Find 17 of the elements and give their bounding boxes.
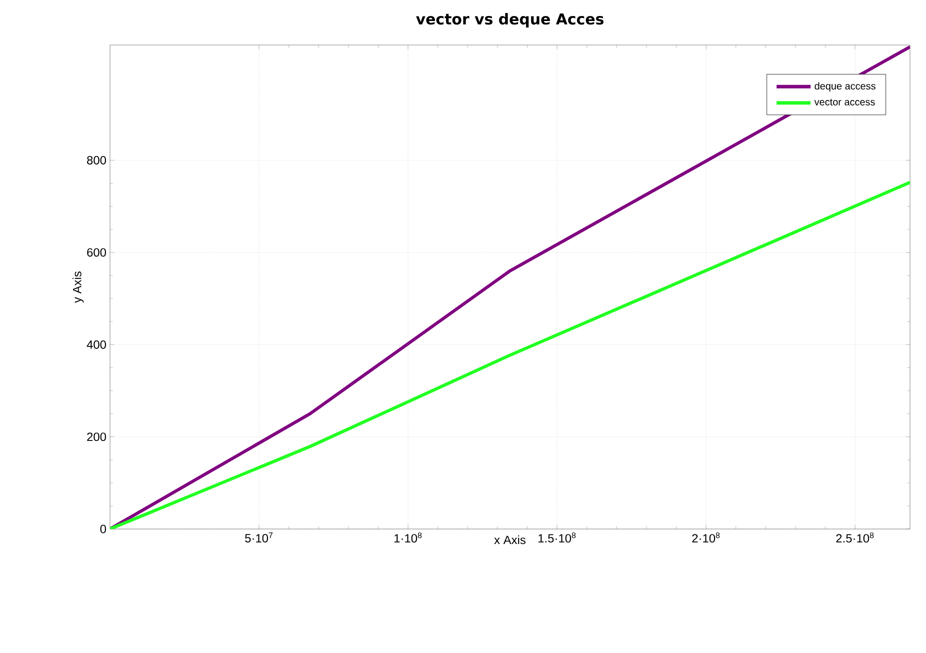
y-tick-label: 400: [86, 340, 106, 349]
y-tick-label: 0: [100, 524, 106, 534]
legend-label: vector access: [814, 98, 875, 106]
x-tick-label: 2·10$^{8}$: [692, 532, 720, 543]
x-tick-label: 2.5·10$^{8}$: [836, 532, 874, 543]
line-series: [110, 180, 910, 529]
x-tick-label: 1·10$^{8}$: [394, 532, 422, 543]
y-tick-label: 600: [87, 248, 106, 257]
y-tick-label: 800: [87, 156, 106, 164]
legend-label: deque access: [814, 82, 876, 92]
x-tick-label: 1.5·10$^{8}$: [538, 532, 576, 543]
x-tick-label: 5·10$^{7}$: [245, 532, 273, 542]
line-series: [110, 45, 910, 529]
x-axis-title: x Axis: [494, 535, 526, 544]
y-axis-title: y Axis: [72, 271, 84, 303]
chart-title: vector vs deque Acces: [416, 13, 604, 28]
y-tick-label: 200: [87, 432, 106, 442]
